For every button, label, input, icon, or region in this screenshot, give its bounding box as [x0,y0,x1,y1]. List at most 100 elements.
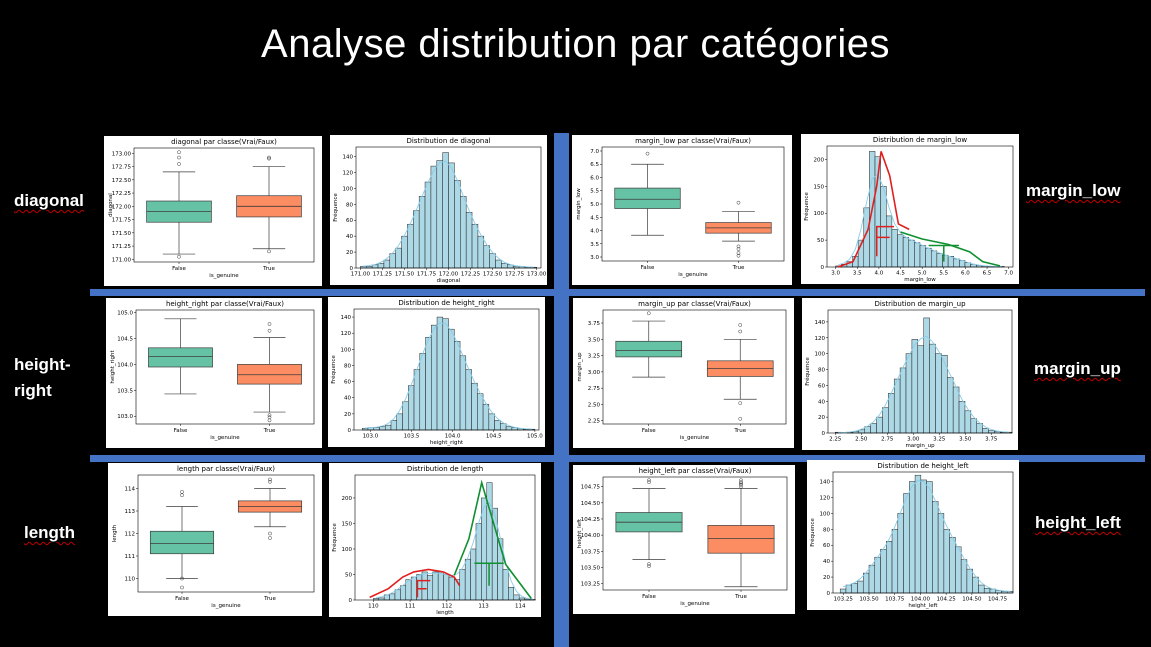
outlier-point [647,479,650,482]
histogram-bar [846,585,852,593]
label-length: length [24,520,75,546]
y-tick-label: 60 [818,383,825,389]
outlier-point [647,563,650,566]
y-tick-label: 4.5 [590,215,599,221]
histogram-bar [400,586,405,600]
x-tick-label: 110 [368,604,379,610]
histogram-bar [427,576,432,600]
x-axis-label: is_genuine [680,435,710,441]
y-tick-label: 3.75 [588,321,601,327]
histogram-bar [403,402,409,430]
y-tick-label: 171.00 [112,257,132,263]
x-axis-label: is_genuine [210,435,240,441]
y-tick-label: 103.50 [581,565,601,571]
histogram-bar [932,501,938,593]
histogram-bar [460,196,466,268]
histogram-bar [414,370,420,431]
x-tick-label: False [172,266,186,272]
histogram-bar [402,236,408,268]
outlier-point [177,255,180,258]
box-true [237,364,301,384]
histogram-diagonal: Distribution de diagonal171.00 171.25 171.… [330,135,547,285]
outlier-point [737,201,740,204]
box-false [615,188,681,208]
x-tick-label: 172.75 [505,272,525,278]
histogram-height-right: Distribution de height_right103.0 103.5 10… [328,297,545,447]
histogram-length: Distribution de length110 111 112 113 114050… [329,463,541,617]
box-false [148,348,212,367]
outlier-point [268,419,271,422]
histogram-bar [904,493,910,593]
histogram-bar [391,420,397,430]
histogram-bar [438,572,443,600]
histogram-bar [892,529,898,593]
y-tick-label: 111 [125,554,136,560]
x-tick-label: False [641,265,655,271]
label-margin-low: margin_low [1026,178,1120,204]
histogram-bar [989,431,995,433]
outlier-point [268,532,271,535]
x-tick-label: False [642,594,656,600]
histogram-bar [937,254,943,267]
x-tick-label: 104.25 [937,597,957,603]
outlier-point [739,323,742,326]
y-axis-label: Fréquence [330,355,337,384]
y-tick-label: 40 [346,234,353,240]
label-height-right-line2: right [14,378,71,404]
outlier-point [180,494,183,497]
histogram-bar [967,569,973,593]
x-tick-label: False [175,596,189,602]
label-height-left: height_left [1035,510,1121,536]
histogram-bar [477,394,483,430]
x-tick-label: 104.0 [445,434,461,440]
histogram-bar [947,377,953,433]
label-height-right-line1: height- [14,352,71,378]
y-tick-label: 0 [348,428,352,434]
x-tick-label: 113 [478,604,489,610]
y-axis-label: diagonal [108,193,114,217]
histogram-bar [935,354,941,433]
histogram-bar [898,513,904,593]
y-tick-label: 120 [341,331,352,337]
histogram-bar [869,565,875,593]
y-axis-label: height_left [577,518,583,548]
x-tick-label: True [733,428,746,434]
x-axis-label: margin_low [904,277,936,283]
y-tick-label: 0 [827,591,831,597]
histogram-bar [903,237,909,267]
histogram-bar [465,559,470,600]
histogram-bar [433,572,438,600]
histogram-bar [476,523,481,600]
chart-title: Distribution de diagonal [406,137,490,145]
x-axis-label: is_genuine [209,273,239,279]
histogram-bar [449,163,455,268]
y-tick-label: 5.5 [590,189,599,195]
histogram-bar [444,574,449,600]
y-tick-label: 2.25 [588,419,601,425]
y-tick-label: 80 [346,202,353,208]
boxplot-margin-up: margin_up par classe(Vrai/Faux)2.252.502… [573,298,794,448]
y-tick-label: 60 [823,543,830,549]
histogram-bar [971,419,977,433]
histogram-bar [397,414,403,430]
histogram-bar [954,259,960,267]
x-tick-label: 3.00 [907,437,920,443]
histogram-bar [478,236,484,268]
x-tick-label: 171.25 [373,272,393,278]
chart-title: margin_up par classe(Vrai/Faux) [638,300,751,308]
chart-title: length par classe(Vrai/Faux) [177,465,275,473]
outlier-point [739,330,742,333]
y-axis-label: height_right [110,350,116,384]
y-tick-label: 172.75 [112,165,132,171]
histogram-bar [413,211,419,268]
histogram-bar [877,417,883,433]
x-axis-label: length [436,610,454,616]
boxplot-length: length par classe(Vrai/Faux)110111112113… [108,463,322,616]
histogram-bar [419,196,425,268]
histogram-bar [472,383,478,430]
outlier-point [177,151,180,154]
histogram-bar [930,344,936,433]
x-tick-label: True [263,428,276,434]
histogram-bar [857,581,863,593]
